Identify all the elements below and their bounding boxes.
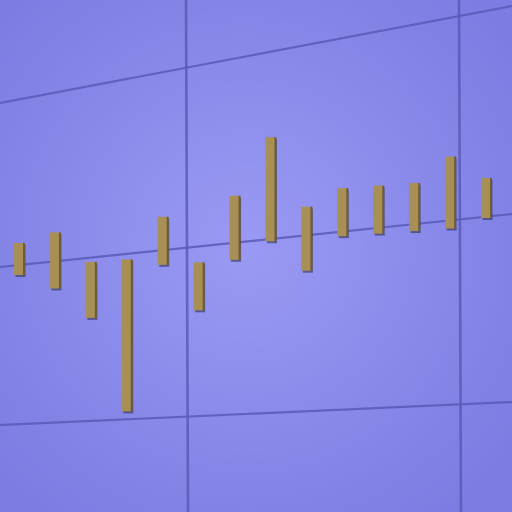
bar-face — [373, 185, 383, 234]
bar-face — [337, 188, 347, 237]
bar-side — [309, 206, 313, 271]
bar-side — [453, 156, 457, 229]
bar — [229, 195, 242, 262]
bar-face — [301, 206, 311, 271]
bar-face — [49, 232, 59, 289]
bar-side — [489, 178, 492, 218]
bar-side — [417, 183, 421, 232]
bar-face — [409, 183, 419, 232]
bar — [337, 188, 349, 239]
bar — [265, 137, 277, 244]
bar-face — [445, 156, 455, 229]
bar — [49, 232, 62, 291]
bar-side — [57, 232, 61, 289]
bar — [445, 156, 457, 231]
bar — [157, 216, 170, 267]
bar-face — [481, 178, 490, 218]
bar-side — [381, 185, 385, 234]
bar — [301, 206, 313, 273]
bar-face — [121, 259, 131, 412]
grid-line — [457, 0, 463, 512]
bar — [409, 183, 421, 234]
bar-series — [14, 137, 493, 414]
bar-face — [85, 261, 95, 318]
bar — [121, 259, 134, 414]
bar-face — [229, 195, 239, 260]
bar-face — [157, 216, 167, 265]
bar-side — [129, 259, 133, 412]
grid-line — [0, 4, 512, 105]
bar — [481, 178, 493, 220]
bar-side — [93, 261, 97, 318]
bar-side — [22, 243, 25, 275]
bar — [14, 243, 26, 277]
bar-face — [265, 137, 275, 242]
bar-face — [193, 262, 203, 311]
grid-line — [0, 400, 512, 427]
bar-face — [14, 243, 23, 275]
bar — [373, 185, 385, 236]
grid-line — [184, 0, 190, 512]
bar — [193, 262, 206, 313]
bar-side — [273, 137, 277, 242]
bar — [85, 261, 98, 320]
bar-side — [345, 188, 349, 237]
grid-line — [0, 212, 512, 269]
bar-side — [237, 195, 241, 260]
bar-side — [201, 262, 205, 311]
bar-side — [165, 216, 169, 265]
